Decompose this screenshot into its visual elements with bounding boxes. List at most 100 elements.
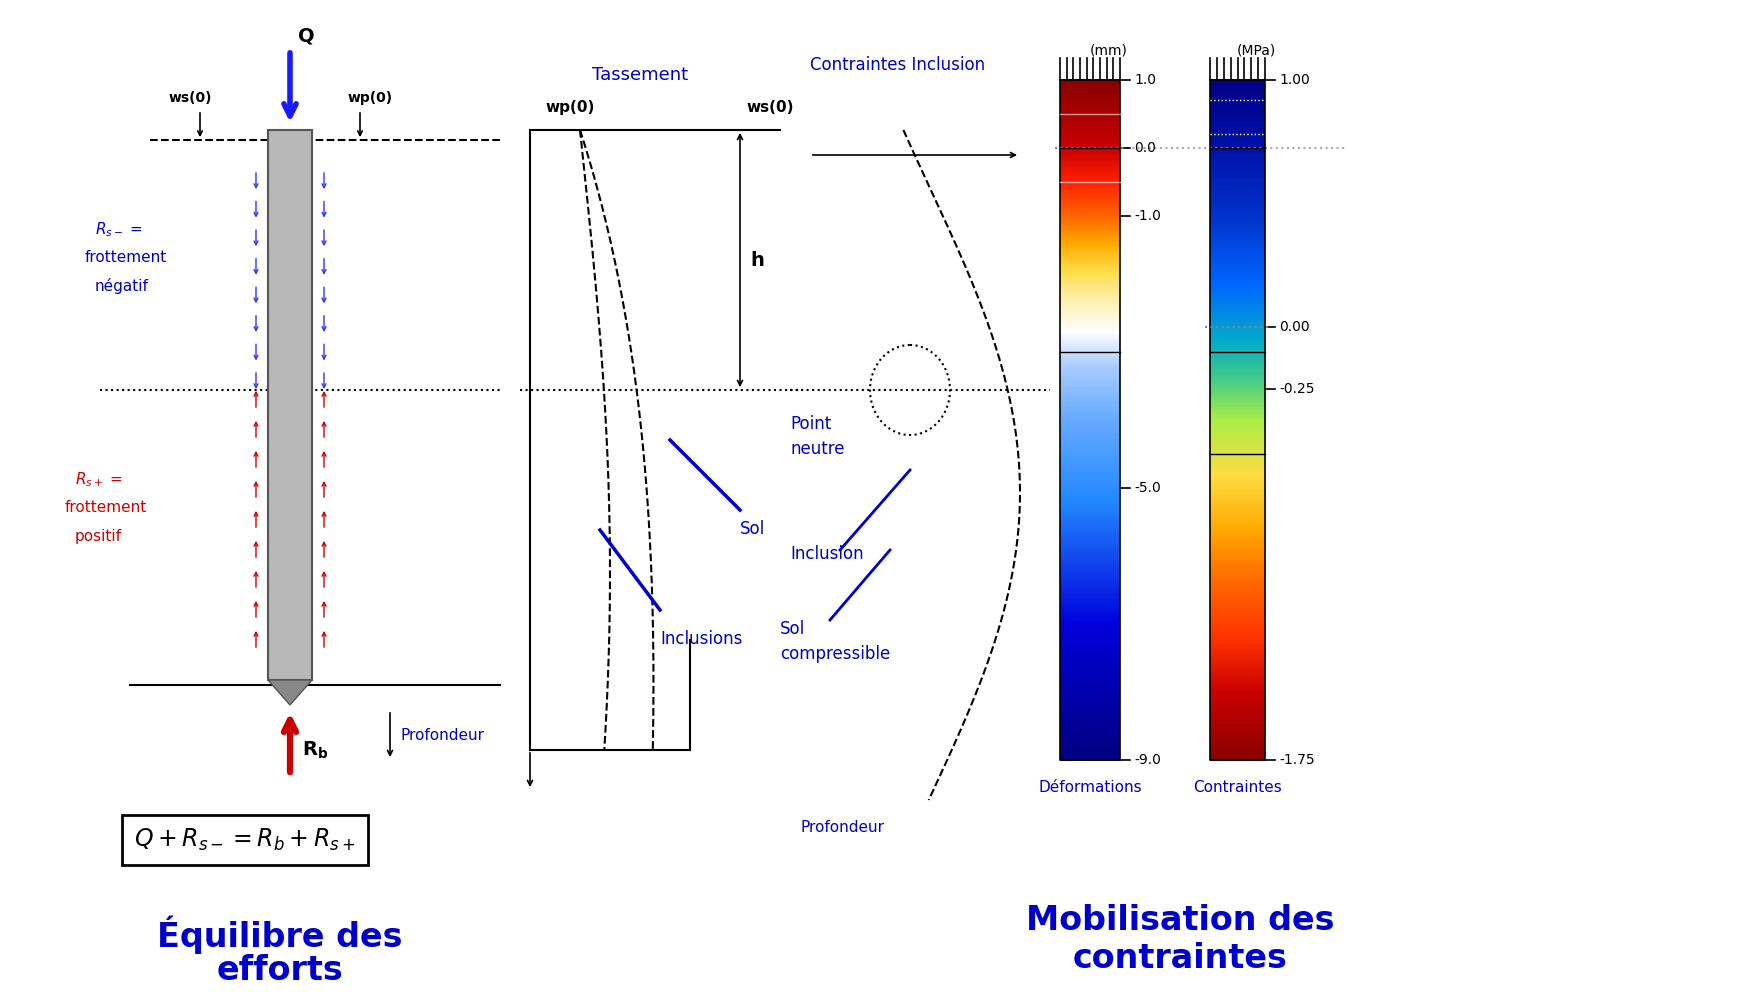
- Bar: [1209, 662, 1265, 664]
- Bar: [1060, 429, 1120, 431]
- Bar: [1060, 396, 1120, 398]
- Bar: [268, 130, 312, 680]
- Bar: [1209, 342, 1265, 344]
- Bar: [1209, 336, 1265, 339]
- Bar: [1209, 442, 1265, 444]
- Bar: [1060, 567, 1120, 569]
- Bar: [1060, 347, 1120, 349]
- Bar: [1060, 178, 1120, 180]
- Bar: [1209, 355, 1265, 357]
- Bar: [1209, 425, 1265, 427]
- Bar: [1209, 103, 1265, 105]
- Text: -9.0: -9.0: [1134, 753, 1160, 767]
- Bar: [1209, 730, 1265, 732]
- Bar: [1060, 611, 1120, 613]
- Bar: [1209, 96, 1265, 98]
- Bar: [1060, 79, 1120, 81]
- Bar: [1060, 536, 1120, 538]
- Bar: [1060, 681, 1120, 683]
- Bar: [1060, 582, 1120, 584]
- Bar: [1060, 169, 1120, 172]
- Bar: [1060, 466, 1120, 468]
- Bar: [1060, 700, 1120, 702]
- Bar: [1209, 309, 1265, 311]
- Bar: [1060, 592, 1120, 594]
- Bar: [1060, 367, 1120, 369]
- Bar: [1060, 539, 1120, 542]
- Bar: [1209, 234, 1265, 236]
- Bar: [1060, 585, 1120, 588]
- Bar: [1209, 209, 1265, 211]
- Bar: [1060, 573, 1120, 576]
- Bar: [1209, 168, 1265, 170]
- Bar: [1209, 284, 1265, 286]
- Bar: [1060, 492, 1120, 494]
- Bar: [1060, 158, 1120, 160]
- Bar: [1209, 229, 1265, 231]
- Bar: [1060, 403, 1120, 405]
- Bar: [1060, 195, 1120, 197]
- Bar: [1060, 118, 1120, 121]
- Bar: [1060, 176, 1120, 178]
- Bar: [1209, 262, 1265, 264]
- Bar: [1209, 575, 1265, 577]
- Bar: [1060, 244, 1120, 247]
- Bar: [1060, 197, 1120, 199]
- Bar: [1209, 313, 1265, 315]
- Bar: [1060, 548, 1120, 550]
- Bar: [1060, 607, 1120, 610]
- Bar: [1209, 243, 1265, 245]
- Bar: [1209, 328, 1265, 330]
- Bar: [1209, 396, 1265, 398]
- Bar: [1209, 439, 1265, 441]
- Bar: [1209, 207, 1265, 209]
- Bar: [1060, 744, 1120, 746]
- Bar: [1209, 672, 1265, 674]
- Bar: [1060, 313, 1120, 315]
- Bar: [1209, 292, 1265, 294]
- Bar: [1209, 578, 1265, 581]
- Bar: [1209, 614, 1265, 616]
- Bar: [1209, 331, 1265, 334]
- Bar: [1060, 463, 1120, 465]
- Bar: [1060, 609, 1120, 611]
- Bar: [1209, 335, 1265, 337]
- Bar: [1209, 567, 1265, 569]
- Bar: [1060, 200, 1120, 202]
- Bar: [1060, 648, 1120, 651]
- Bar: [1209, 643, 1265, 645]
- Bar: [1209, 527, 1265, 530]
- Bar: [1209, 202, 1265, 204]
- Bar: [1209, 144, 1265, 146]
- Text: compressible: compressible: [780, 645, 891, 663]
- Bar: [1060, 270, 1120, 272]
- Bar: [1060, 352, 1120, 354]
- Bar: [1209, 686, 1265, 688]
- Bar: [1060, 722, 1120, 724]
- Bar: [1209, 475, 1265, 477]
- Bar: [1209, 555, 1265, 557]
- Bar: [1209, 381, 1265, 383]
- Bar: [1060, 679, 1120, 681]
- Bar: [1060, 251, 1120, 253]
- Bar: [1060, 393, 1120, 395]
- Bar: [1060, 318, 1120, 320]
- Bar: [1209, 181, 1265, 184]
- Bar: [1060, 262, 1120, 264]
- Bar: [1060, 267, 1120, 269]
- Bar: [1060, 601, 1120, 603]
- Bar: [1060, 633, 1120, 635]
- Bar: [1060, 287, 1120, 289]
- Bar: [1209, 134, 1265, 136]
- Bar: [1060, 718, 1120, 720]
- Bar: [1209, 754, 1265, 756]
- Bar: [1209, 123, 1265, 126]
- Bar: [1060, 135, 1120, 138]
- Bar: [1209, 747, 1265, 749]
- Text: 1.00: 1.00: [1279, 73, 1309, 87]
- Bar: [1060, 190, 1120, 192]
- Bar: [1060, 123, 1120, 126]
- Bar: [1060, 406, 1120, 409]
- Bar: [1209, 384, 1265, 386]
- Bar: [1209, 664, 1265, 666]
